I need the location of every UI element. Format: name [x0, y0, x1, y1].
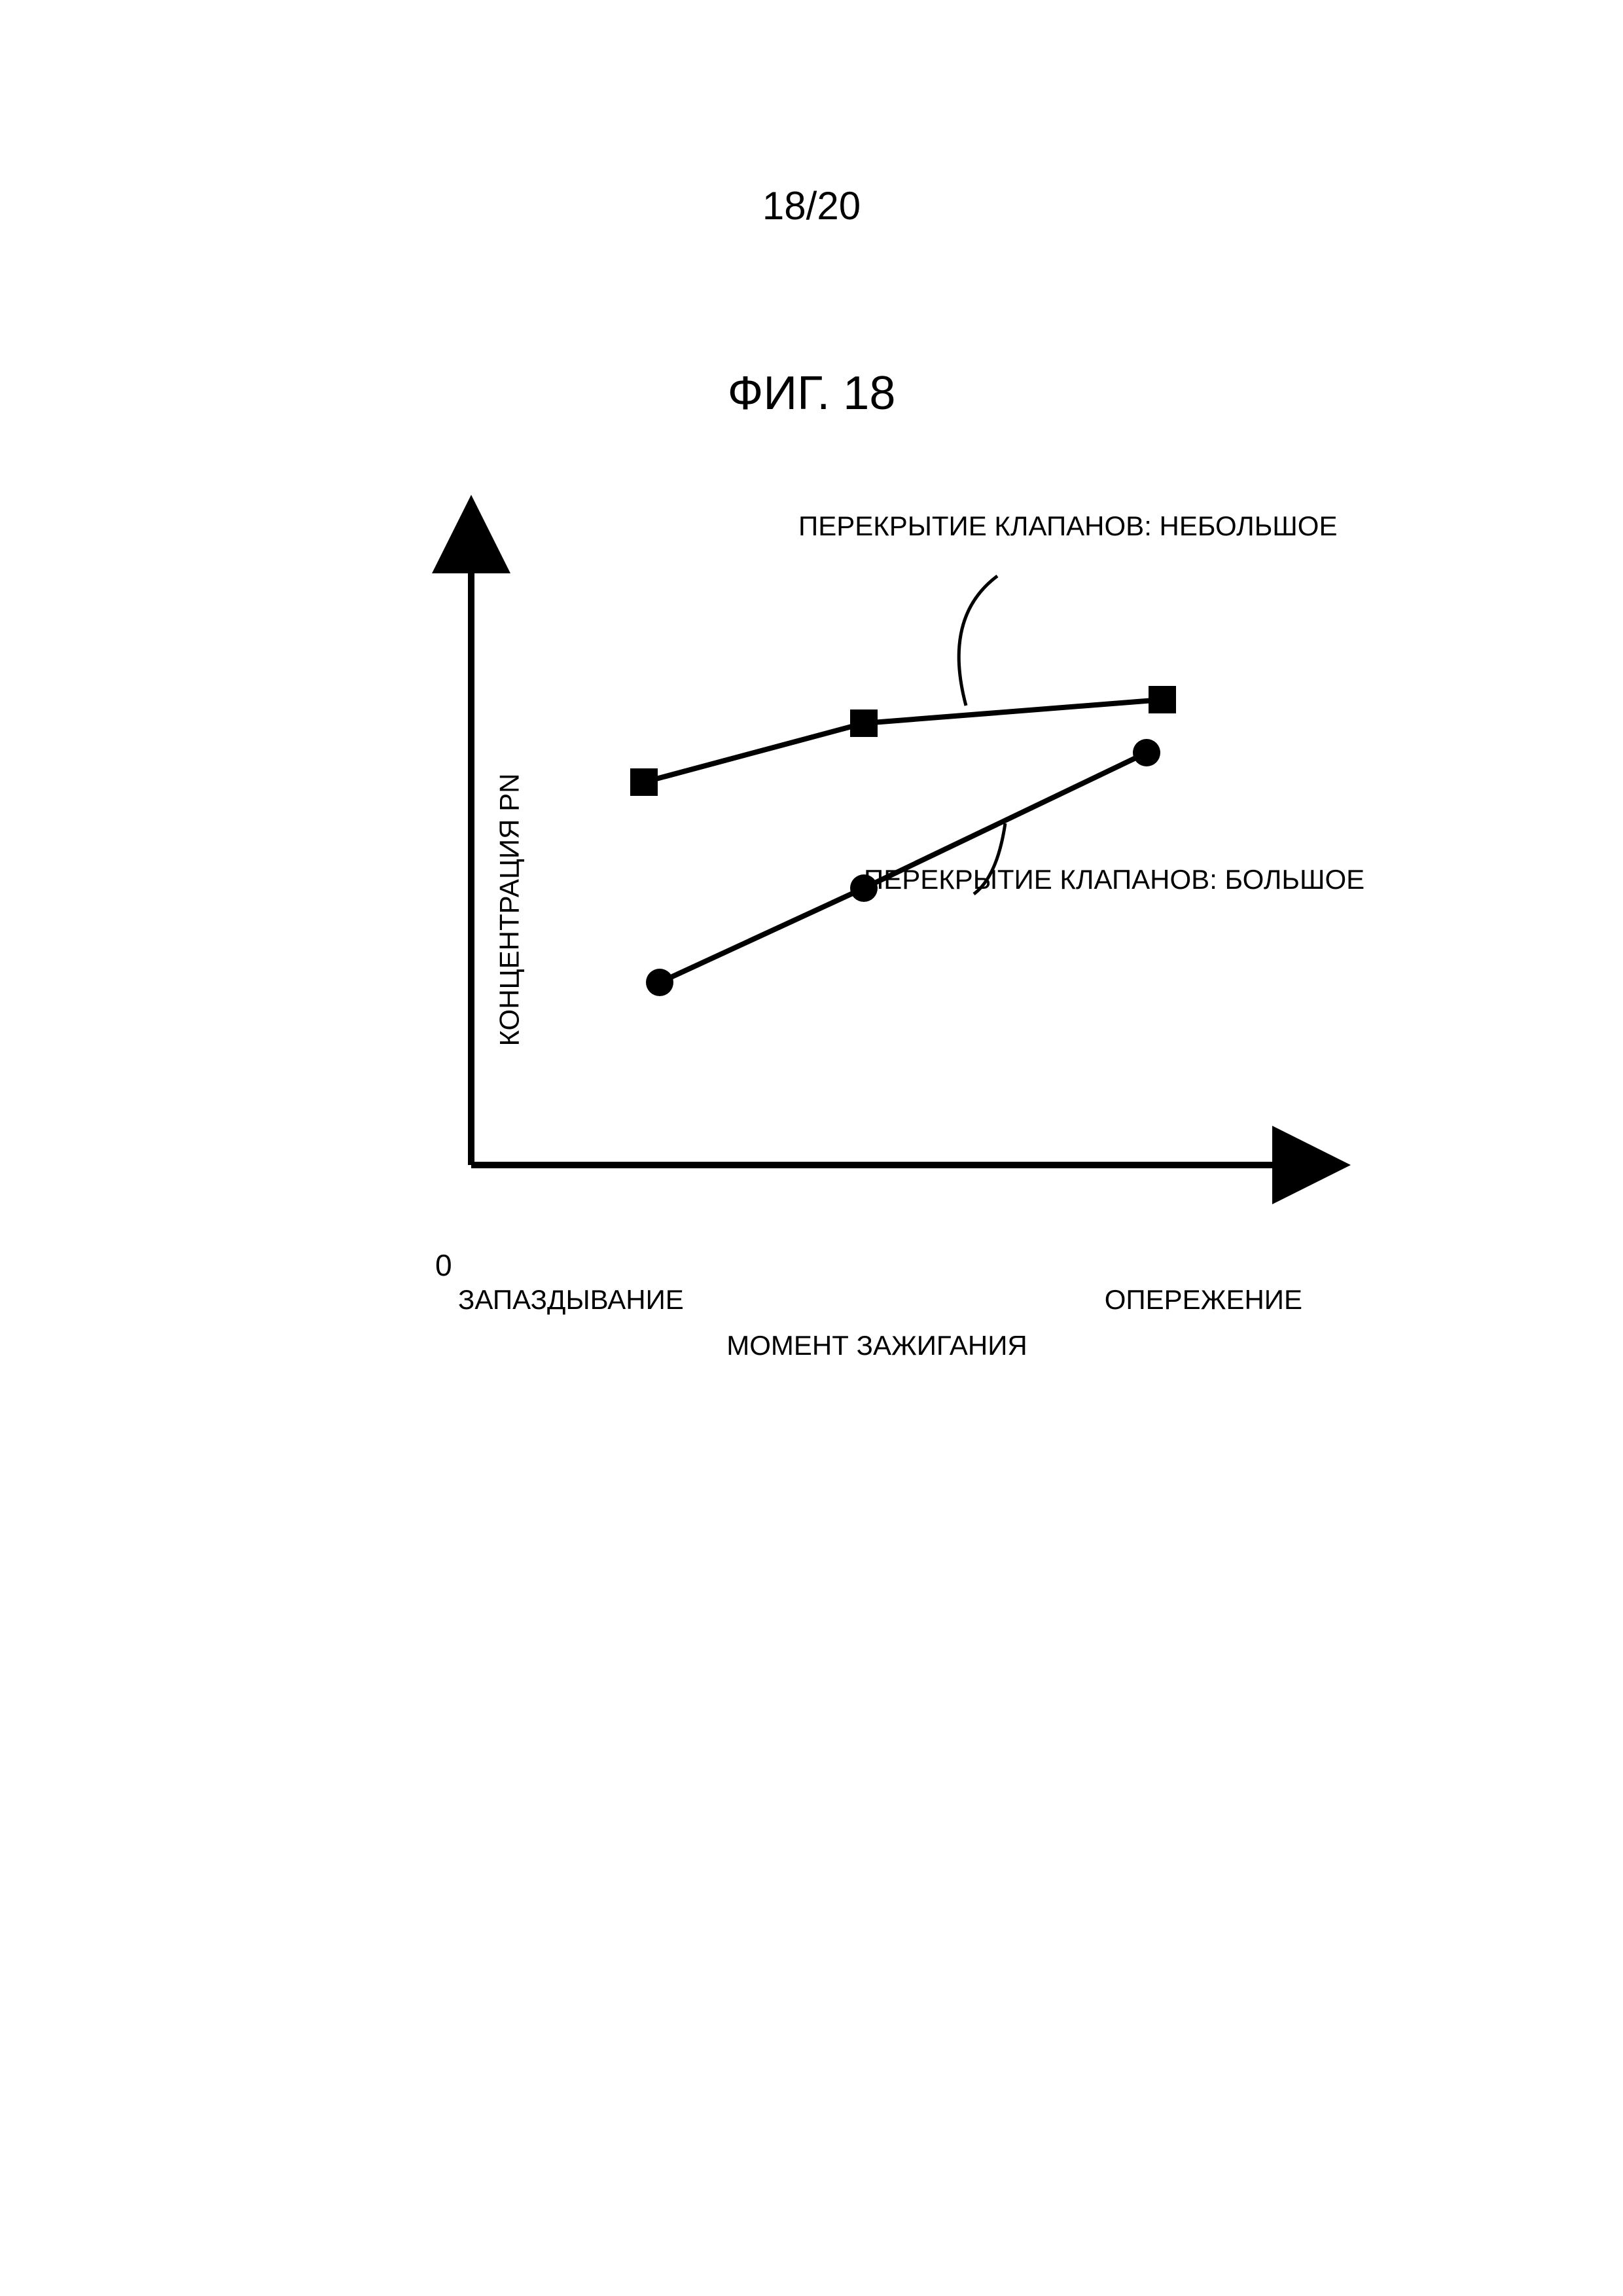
- x-left-label: ЗАПАЗДЫВАНИЕ: [458, 1284, 684, 1316]
- y-axis-label: КОНЦЕНТРАЦИЯ PN: [493, 774, 525, 1047]
- chart-container: КОНЦЕНТРАЦИЯ PN 0 ЗАПАЗДЫВАНИЕ ОПЕРЕЖЕНИ…: [419, 550, 1335, 1270]
- x-right-label: ОПЕРЕЖЕНИЕ: [1105, 1284, 1302, 1316]
- figure-title: ФИГ. 18: [728, 367, 896, 420]
- chart-svg: [419, 550, 1335, 1270]
- series-label-large-overlap: ПЕРЕКРЫТИЕ КЛАПАНОВ: БОЛЬШОЕ: [864, 864, 1364, 895]
- x-axis-label: МОМЕНТ ЗАЖИГАНИЯ: [726, 1330, 1027, 1361]
- series-label-small-overlap: ПЕРЕКРЫТИЕ КЛАПАНОВ: НЕБОЛЬШОЕ: [798, 511, 1337, 542]
- origin-label: 0: [435, 1247, 452, 1283]
- page-number: 18/20: [762, 183, 861, 228]
